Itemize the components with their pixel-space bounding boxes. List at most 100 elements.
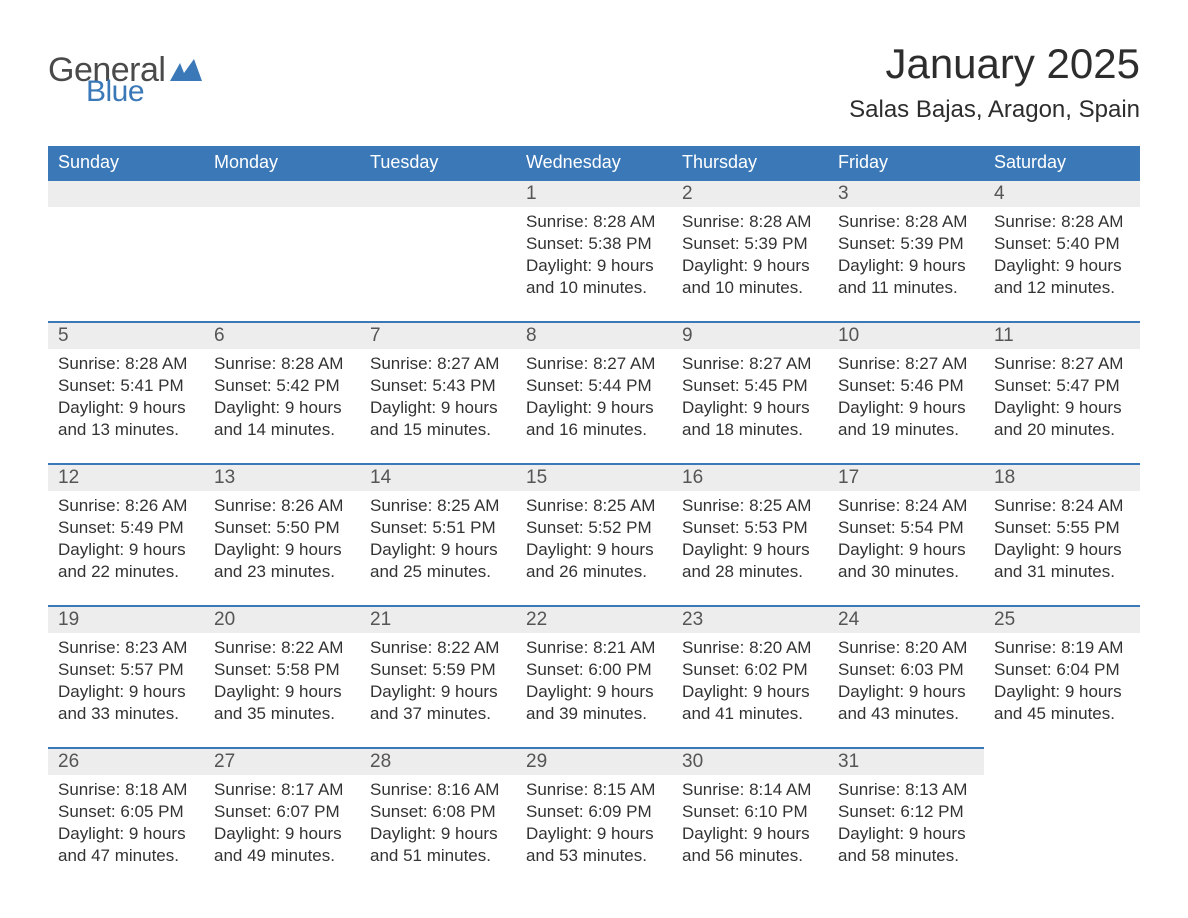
sunset-line: Sunset: 5:39 PM: [838, 233, 974, 255]
daylight-line: Daylight: 9 hours and 37 minutes.: [370, 681, 506, 725]
day-details: Sunrise: 8:27 AMSunset: 5:46 PMDaylight:…: [828, 349, 984, 447]
sunset-line: Sunset: 5:55 PM: [994, 517, 1130, 539]
day-details: Sunrise: 8:28 AMSunset: 5:42 PMDaylight:…: [204, 349, 360, 447]
calendar-cell: 27 Sunrise: 8:17 AMSunset: 6:07 PMDayligh…: [204, 747, 360, 889]
day-number: 10: [828, 321, 984, 349]
day-details: Sunrise: 8:28 AMSunset: 5:41 PMDaylight:…: [48, 349, 204, 447]
sunset-line: Sunset: 5:58 PM: [214, 659, 350, 681]
location-subtitle: Salas Bajas, Aragon, Spain: [849, 96, 1140, 124]
daylight-line: Daylight: 9 hours and 43 minutes.: [838, 681, 974, 725]
day-number: 24: [828, 605, 984, 633]
daylight-line: Daylight: 9 hours and 13 minutes.: [58, 397, 194, 441]
sunrise-line: Sunrise: 8:13 AM: [838, 779, 974, 801]
weekday-header: Monday: [204, 146, 360, 179]
weekday-header: Saturday: [984, 146, 1140, 179]
day-number: 23: [672, 605, 828, 633]
sunset-line: Sunset: 5:54 PM: [838, 517, 974, 539]
calendar-cell: 22Sunrise: 8:21 AMSunset: 6:00 PMDayligh…: [516, 605, 672, 747]
daylight-line: Daylight: 9 hours and 30 minutes.: [838, 539, 974, 583]
day-details: Sunrise: 8:26 AMSunset: 5:49 PMDaylight:…: [48, 491, 204, 589]
day-details: Sunrise: 8:28 AMSunset: 5:40 PMDaylight:…: [984, 207, 1140, 305]
sunset-line: Sunset: 6:03 PM: [838, 659, 974, 681]
sunset-line: Sunset: 5:38 PM: [526, 233, 662, 255]
calendar-cell: [984, 747, 1140, 889]
sunset-line: Sunset: 6:05 PM: [58, 801, 194, 823]
day-number: 11: [984, 321, 1140, 349]
sunrise-line: Sunrise: 8:27 AM: [838, 353, 974, 375]
daylight-line: Daylight: 9 hours and 25 minutes.: [370, 539, 506, 583]
sunrise-line: Sunrise: 8:15 AM: [526, 779, 662, 801]
day-details: Sunrise: 8:25 AMSunset: 5:51 PMDaylight:…: [360, 491, 516, 589]
calendar-cell: 24Sunrise: 8:20 AMSunset: 6:03 PMDayligh…: [828, 605, 984, 747]
calendar-cell: 17Sunrise: 8:24 AMSunset: 5:54 PMDayligh…: [828, 463, 984, 605]
calendar-cell: 20Sunrise: 8:22 AMSunset: 5:58 PMDayligh…: [204, 605, 360, 747]
daylight-line: Daylight: 9 hours and 23 minutes.: [214, 539, 350, 583]
day-details: Sunrise: 8:22 AMSunset: 5:58 PMDaylight:…: [204, 633, 360, 731]
day-number: 25: [984, 605, 1140, 633]
sunrise-line: Sunrise: 8:28 AM: [58, 353, 194, 375]
sunrise-line: Sunrise: 8:21 AM: [526, 637, 662, 659]
sunrise-line: Sunrise: 8:26 AM: [214, 495, 350, 517]
day-details: Sunrise: 8:28 AMSunset: 5:38 PMDaylight:…: [516, 207, 672, 305]
sunset-line: Sunset: 5:40 PM: [994, 233, 1130, 255]
day-number: 15: [516, 463, 672, 491]
sunset-line: Sunset: 6:07 PM: [214, 801, 350, 823]
calendar-cell: [48, 179, 204, 321]
calendar-body: 1Sunrise: 8:28 AMSunset: 5:38 PMDaylight…: [48, 179, 1140, 889]
daylight-line: Daylight: 9 hours and 14 minutes.: [214, 397, 350, 441]
calendar-cell: 28Sunrise: 8:16 AMSunset: 6:08 PMDayligh…: [360, 747, 516, 889]
sunrise-line: Sunrise: 8:26 AM: [58, 495, 194, 517]
sunrise-line: Sunrise: 8:24 AM: [838, 495, 974, 517]
daylight-line: Daylight: 9 hours and 10 minutes.: [682, 255, 818, 299]
sunrise-line: Sunrise: 8:25 AM: [370, 495, 506, 517]
weekday-header: Tuesday: [360, 146, 516, 179]
calendar-cell: 2Sunrise: 8:28 AMSunset: 5:39 PMDaylight…: [672, 179, 828, 321]
calendar-cell: [360, 179, 516, 321]
sunset-line: Sunset: 6:12 PM: [838, 801, 974, 823]
day-number-bar-empty: [204, 179, 360, 207]
daylight-line: Daylight: 9 hours and 31 minutes.: [994, 539, 1130, 583]
calendar-row: 26Sunrise: 8:18 AMSunset: 6:05 PMDayligh…: [48, 747, 1140, 889]
sunrise-line: Sunrise: 8:28 AM: [838, 211, 974, 233]
calendar-cell: 15Sunrise: 8:25 AMSunset: 5:52 PMDayligh…: [516, 463, 672, 605]
day-number: 4: [984, 179, 1140, 207]
sunrise-line: Sunrise: 8:17 AM: [214, 779, 350, 801]
day-number: 22: [516, 605, 672, 633]
day-number: 20: [204, 605, 360, 633]
daylight-line: Daylight: 9 hours and 35 minutes.: [214, 681, 350, 725]
sunrise-line: Sunrise: 8:27 AM: [370, 353, 506, 375]
day-number: 12: [48, 463, 204, 491]
sunset-line: Sunset: 5:41 PM: [58, 375, 194, 397]
weekday-header: Sunday: [48, 146, 204, 179]
sunrise-line: Sunrise: 8:28 AM: [526, 211, 662, 233]
day-number: 6: [204, 321, 360, 349]
day-details: Sunrise: 8:24 AMSunset: 5:55 PMDaylight:…: [984, 491, 1140, 589]
day-number: 8: [516, 321, 672, 349]
logo: General Blue: [48, 54, 202, 107]
calendar-cell: 26Sunrise: 8:18 AMSunset: 6:05 PMDayligh…: [48, 747, 204, 889]
page-header: General Blue January 2025 Salas Bajas, A…: [48, 40, 1140, 124]
daylight-line: Daylight: 9 hours and 51 minutes.: [370, 823, 506, 867]
day-number: 27: [204, 747, 360, 775]
sunrise-line: Sunrise: 8:27 AM: [994, 353, 1130, 375]
weekday-header: Thursday: [672, 146, 828, 179]
day-details: Sunrise: 8:27 AMSunset: 5:45 PMDaylight:…: [672, 349, 828, 447]
calendar-row: 1Sunrise: 8:28 AMSunset: 5:38 PMDaylight…: [48, 179, 1140, 321]
day-details: Sunrise: 8:14 AMSunset: 6:10 PMDaylight:…: [672, 775, 828, 873]
calendar-cell: 3Sunrise: 8:28 AMSunset: 5:39 PMDaylight…: [828, 179, 984, 321]
daylight-line: Daylight: 9 hours and 26 minutes.: [526, 539, 662, 583]
sunrise-line: Sunrise: 8:22 AM: [370, 637, 506, 659]
sunrise-line: Sunrise: 8:25 AM: [682, 495, 818, 517]
day-details: Sunrise: 8:19 AMSunset: 6:04 PMDaylight:…: [984, 633, 1140, 731]
sunset-line: Sunset: 6:00 PM: [526, 659, 662, 681]
day-details: Sunrise: 8:27 AMSunset: 5:43 PMDaylight:…: [360, 349, 516, 447]
sunrise-line: Sunrise: 8:20 AM: [682, 637, 818, 659]
daylight-line: Daylight: 9 hours and 49 minutes.: [214, 823, 350, 867]
calendar-table: SundayMondayTuesdayWednesdayThursdayFrid…: [48, 146, 1140, 889]
day-details: Sunrise: 8:18 AMSunset: 6:05 PMDaylight:…: [48, 775, 204, 873]
month-title: January 2025: [849, 40, 1140, 88]
sunrise-line: Sunrise: 8:28 AM: [682, 211, 818, 233]
daylight-line: Daylight: 9 hours and 41 minutes.: [682, 681, 818, 725]
calendar-row: 19Sunrise: 8:23 AMSunset: 5:57 PMDayligh…: [48, 605, 1140, 747]
day-number: 31: [828, 747, 984, 775]
